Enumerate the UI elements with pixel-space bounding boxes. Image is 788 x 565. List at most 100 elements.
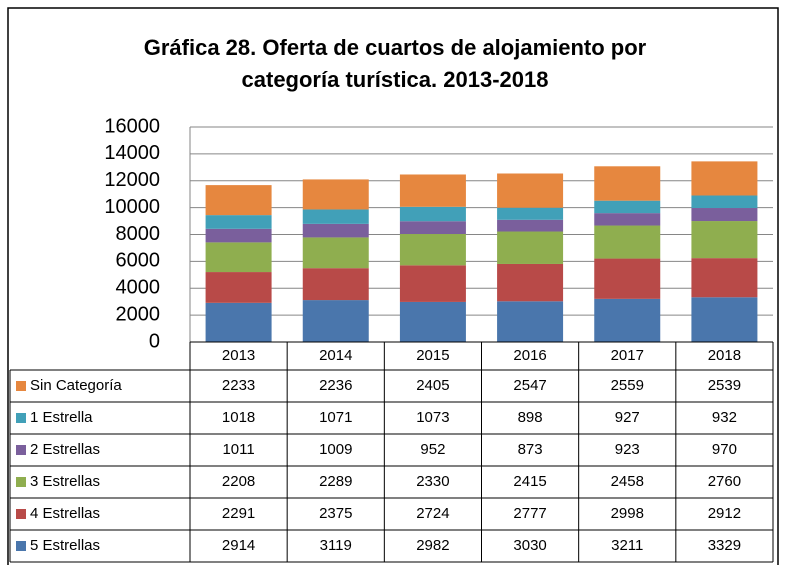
table-value: 2912 xyxy=(708,505,741,522)
bar-segment xyxy=(594,200,661,214)
table-value: 1071 xyxy=(319,409,352,426)
table-value: 2405 xyxy=(416,377,449,394)
bar-segment xyxy=(302,179,369,210)
table-value: 1073 xyxy=(416,409,449,426)
bar-segment xyxy=(497,301,564,342)
bar-segment xyxy=(497,231,564,264)
bar-segment xyxy=(497,207,564,220)
frame xyxy=(7,7,779,565)
table-value: 898 xyxy=(518,409,543,426)
bar-segment xyxy=(594,166,661,201)
table-value: 952 xyxy=(420,441,445,458)
x-tick-label: 2013 xyxy=(222,347,255,364)
table-value: 927 xyxy=(615,409,640,426)
table-value: 2539 xyxy=(708,377,741,394)
legend-label: 4 Estrellas xyxy=(30,505,100,522)
y-tick-label: 0 xyxy=(149,330,160,352)
table-value: 2291 xyxy=(222,505,255,522)
legend-swatch xyxy=(16,477,26,487)
table-value: 3119 xyxy=(320,537,352,554)
table-value: 2760 xyxy=(708,473,741,490)
bar-segment xyxy=(399,234,466,266)
legend-swatch xyxy=(16,381,26,391)
y-tick-label: 14000 xyxy=(104,142,160,164)
x-tick-label: 2014 xyxy=(319,347,352,364)
y-tick-label: 10000 xyxy=(104,196,160,218)
legend-swatch xyxy=(16,413,26,423)
table-value: 923 xyxy=(615,441,640,458)
y-tick-label: 2000 xyxy=(116,303,161,325)
table-value: 873 xyxy=(518,441,543,458)
table-value: 2998 xyxy=(611,505,644,522)
table-value: 2233 xyxy=(222,377,255,394)
bar-segment xyxy=(205,228,272,243)
bar-segment xyxy=(497,173,564,208)
bar-segment xyxy=(691,195,758,209)
bar-segment xyxy=(691,221,758,259)
table-value: 2330 xyxy=(416,473,449,490)
legend-label: 5 Estrellas xyxy=(30,537,100,554)
x-tick-label: 2017 xyxy=(611,347,644,364)
legend-swatch xyxy=(16,541,26,551)
legend-swatch xyxy=(16,509,26,519)
table-value: 2724 xyxy=(416,505,449,522)
bar-segment xyxy=(399,221,466,235)
table-value: 1011 xyxy=(222,441,254,458)
table-value: 1018 xyxy=(222,409,255,426)
legend-label: 1 Estrella xyxy=(30,409,93,426)
bar-segment xyxy=(497,263,564,302)
y-tick-label: 8000 xyxy=(116,223,161,245)
table-value: 2415 xyxy=(513,473,546,490)
bar-segment xyxy=(302,237,369,269)
bar-segment xyxy=(691,258,758,298)
bar-segment xyxy=(205,302,272,342)
table-value: 970 xyxy=(712,441,737,458)
y-tick-label: 16000 xyxy=(104,115,160,137)
bar-segment xyxy=(691,208,758,222)
bar-segment xyxy=(691,297,758,342)
table-value: 2208 xyxy=(222,473,255,490)
legend-label: 2 Estrellas xyxy=(30,441,100,458)
bar-segment xyxy=(302,300,369,342)
table-value: 2375 xyxy=(319,505,352,522)
legend-label: 3 Estrellas xyxy=(30,473,100,490)
bar-segment xyxy=(691,161,758,196)
y-tick-label: 4000 xyxy=(116,277,161,299)
table-value: 2914 xyxy=(222,537,255,554)
bar-segment xyxy=(399,301,466,342)
chart-title: Gráfica 28. Oferta de cuartos de alojami… xyxy=(144,35,647,60)
x-tick-label: 2018 xyxy=(708,347,741,364)
table-value: 3211 xyxy=(611,537,643,554)
bar-segment xyxy=(205,272,272,303)
x-tick-label: 2015 xyxy=(416,347,449,364)
table-value: 2777 xyxy=(513,505,546,522)
bar-segment xyxy=(594,258,661,299)
table-value: 2547 xyxy=(513,377,546,394)
bar-segment xyxy=(594,213,661,226)
bar-segment xyxy=(302,268,369,301)
x-tick-label: 2016 xyxy=(513,347,546,364)
bar-segment xyxy=(205,215,272,229)
table-value: 2982 xyxy=(416,537,449,554)
bar-segment xyxy=(302,209,369,224)
bar-segment xyxy=(399,174,466,207)
table-value: 3329 xyxy=(708,537,741,554)
table-value: 932 xyxy=(712,409,737,426)
table-value: 1009 xyxy=(319,441,352,458)
table-value: 2289 xyxy=(319,473,352,490)
bar-segment xyxy=(399,206,466,222)
legend-swatch xyxy=(16,445,26,455)
bar-segment xyxy=(594,298,661,342)
chart-title: categoría turística. 2013-2018 xyxy=(242,67,549,92)
table-value: 2236 xyxy=(319,377,352,394)
bar-segment xyxy=(497,219,564,232)
y-tick-label: 12000 xyxy=(104,169,160,191)
table-value: 3030 xyxy=(513,537,546,554)
bar-segment xyxy=(205,185,272,216)
legend-label: Sin Categoría xyxy=(30,377,122,394)
bar-segment xyxy=(205,242,272,273)
table-value: 2458 xyxy=(611,473,644,490)
bar-segment xyxy=(302,223,369,238)
bar-segment xyxy=(594,225,661,259)
